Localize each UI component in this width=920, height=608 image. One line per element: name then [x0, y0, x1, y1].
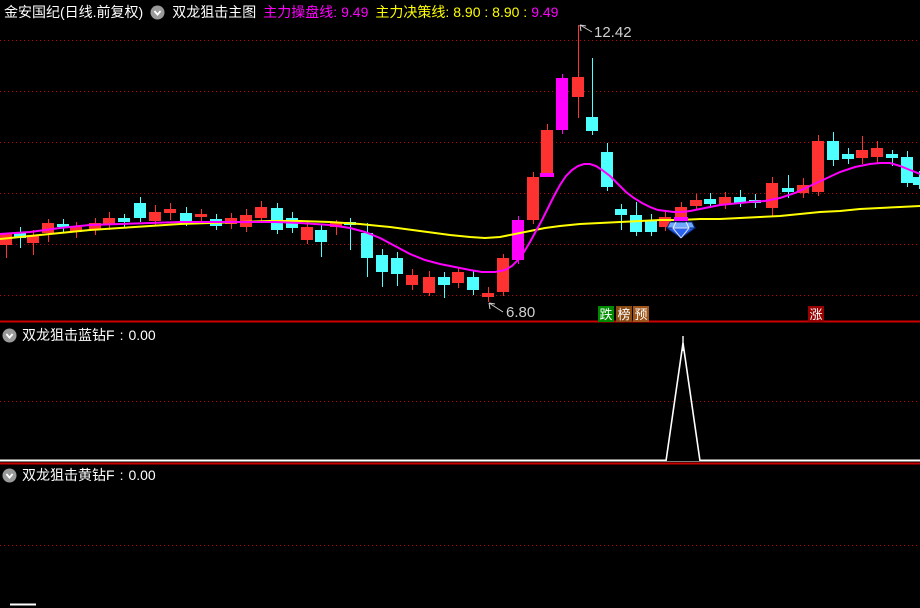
blue-panel-value: 0.00: [128, 327, 156, 343]
yellow-panel-title: 双龙狙击黄钻F: [22, 467, 115, 483]
candle: [556, 74, 568, 134]
candle: [645, 214, 657, 236]
ma-line-juece: [0, 205, 920, 240]
candle: [0, 233, 12, 258]
candle: [842, 148, 854, 164]
candle: [27, 230, 39, 255]
candle: [89, 218, 101, 235]
candle: [482, 287, 494, 302]
marker-badge: 榜: [616, 306, 632, 322]
ma-line-caopan: [0, 162, 920, 273]
candle: [164, 203, 176, 220]
caopan-line-readout: 主力操盘线: 9.49: [263, 2, 368, 22]
price-annotation: 12.42: [579, 24, 632, 41]
caopan-value: 9.49: [341, 4, 369, 20]
svg-text:预: 预: [634, 307, 647, 322]
candle: [601, 143, 613, 191]
juece-line-readout: 主力决策线: 8.90 : 8.90 : 9.49: [375, 2, 558, 22]
top-header-bar: 金安国纪(日线.前复权) 双龙狙击主图 主力操盘线: 9.49 主力决策线: 8…: [0, 0, 920, 24]
candle: [240, 209, 252, 232]
signal-strip: [674, 217, 688, 221]
svg-text:跌: 跌: [599, 307, 612, 322]
candle: [871, 141, 883, 163]
marker-badge: 涨: [808, 306, 824, 322]
juece-values: 8.90 : 8.90 :: [453, 4, 528, 20]
blue-panel-separator: :: [119, 327, 124, 343]
candle: [690, 194, 702, 210]
candle: [497, 254, 509, 296]
signal-strip: [540, 173, 554, 177]
candle: [615, 204, 627, 230]
candle: [572, 25, 584, 118]
candle: [391, 252, 403, 286]
candle: [527, 172, 539, 224]
candle: [195, 209, 207, 223]
yellow-panel-value: 0.00: [128, 467, 156, 483]
juece-last-value: 9.49: [531, 4, 559, 20]
candle: [423, 271, 435, 296]
marker-badge: 预: [633, 306, 649, 322]
candle: [541, 124, 553, 177]
svg-text:涨: 涨: [809, 307, 822, 322]
candle: [70, 222, 82, 238]
yellow-panel-separator: :: [119, 467, 124, 483]
candle: [315, 224, 327, 257]
blue-diamond-panel-header: 双龙狙击蓝钻F : 0.00: [2, 325, 156, 345]
candle: [376, 249, 388, 287]
chevron-down-icon[interactable]: [2, 468, 17, 483]
candle: [812, 135, 824, 196]
candle: [704, 193, 716, 208]
yellow-diamond-panel-header: 双龙狙击黄钻F : 0.00: [2, 465, 156, 485]
blue-panel-title: 双龙狙击蓝钻F: [22, 327, 115, 343]
candle: [766, 177, 778, 216]
candle: [57, 219, 69, 232]
svg-text:6.80: 6.80: [506, 304, 535, 321]
chevron-down-icon[interactable]: [150, 5, 165, 20]
candle: [406, 269, 418, 290]
juece-label: 主力决策线:: [375, 4, 450, 20]
candle: [827, 132, 839, 166]
candle: [118, 214, 130, 228]
main-indicator-title: 双龙狙击主图: [172, 4, 257, 20]
chevron-down-icon[interactable]: [2, 328, 17, 343]
symbol-title: 金安国纪(日线.前复权): [4, 4, 144, 20]
candle: [856, 136, 868, 164]
candle: [630, 202, 642, 236]
svg-text:12.42: 12.42: [594, 24, 632, 41]
candle: [438, 272, 450, 298]
candle: [134, 197, 146, 222]
candle: [255, 201, 267, 223]
price-annotation: 6.80: [488, 302, 535, 321]
candle: [586, 58, 598, 135]
candle: [659, 212, 671, 231]
blue-diamond-icon: [665, 221, 697, 239]
candle: [301, 222, 313, 244]
candle: [452, 267, 464, 288]
candle: [467, 270, 479, 295]
candle: [271, 203, 283, 234]
candle: [103, 212, 115, 230]
svg-text:榜: 榜: [617, 307, 630, 322]
caopan-label: 主力操盘线:: [263, 4, 338, 20]
candle: [719, 192, 731, 209]
candle: [512, 216, 524, 264]
marker-badge: 跌: [598, 306, 614, 322]
candle: [734, 190, 746, 207]
